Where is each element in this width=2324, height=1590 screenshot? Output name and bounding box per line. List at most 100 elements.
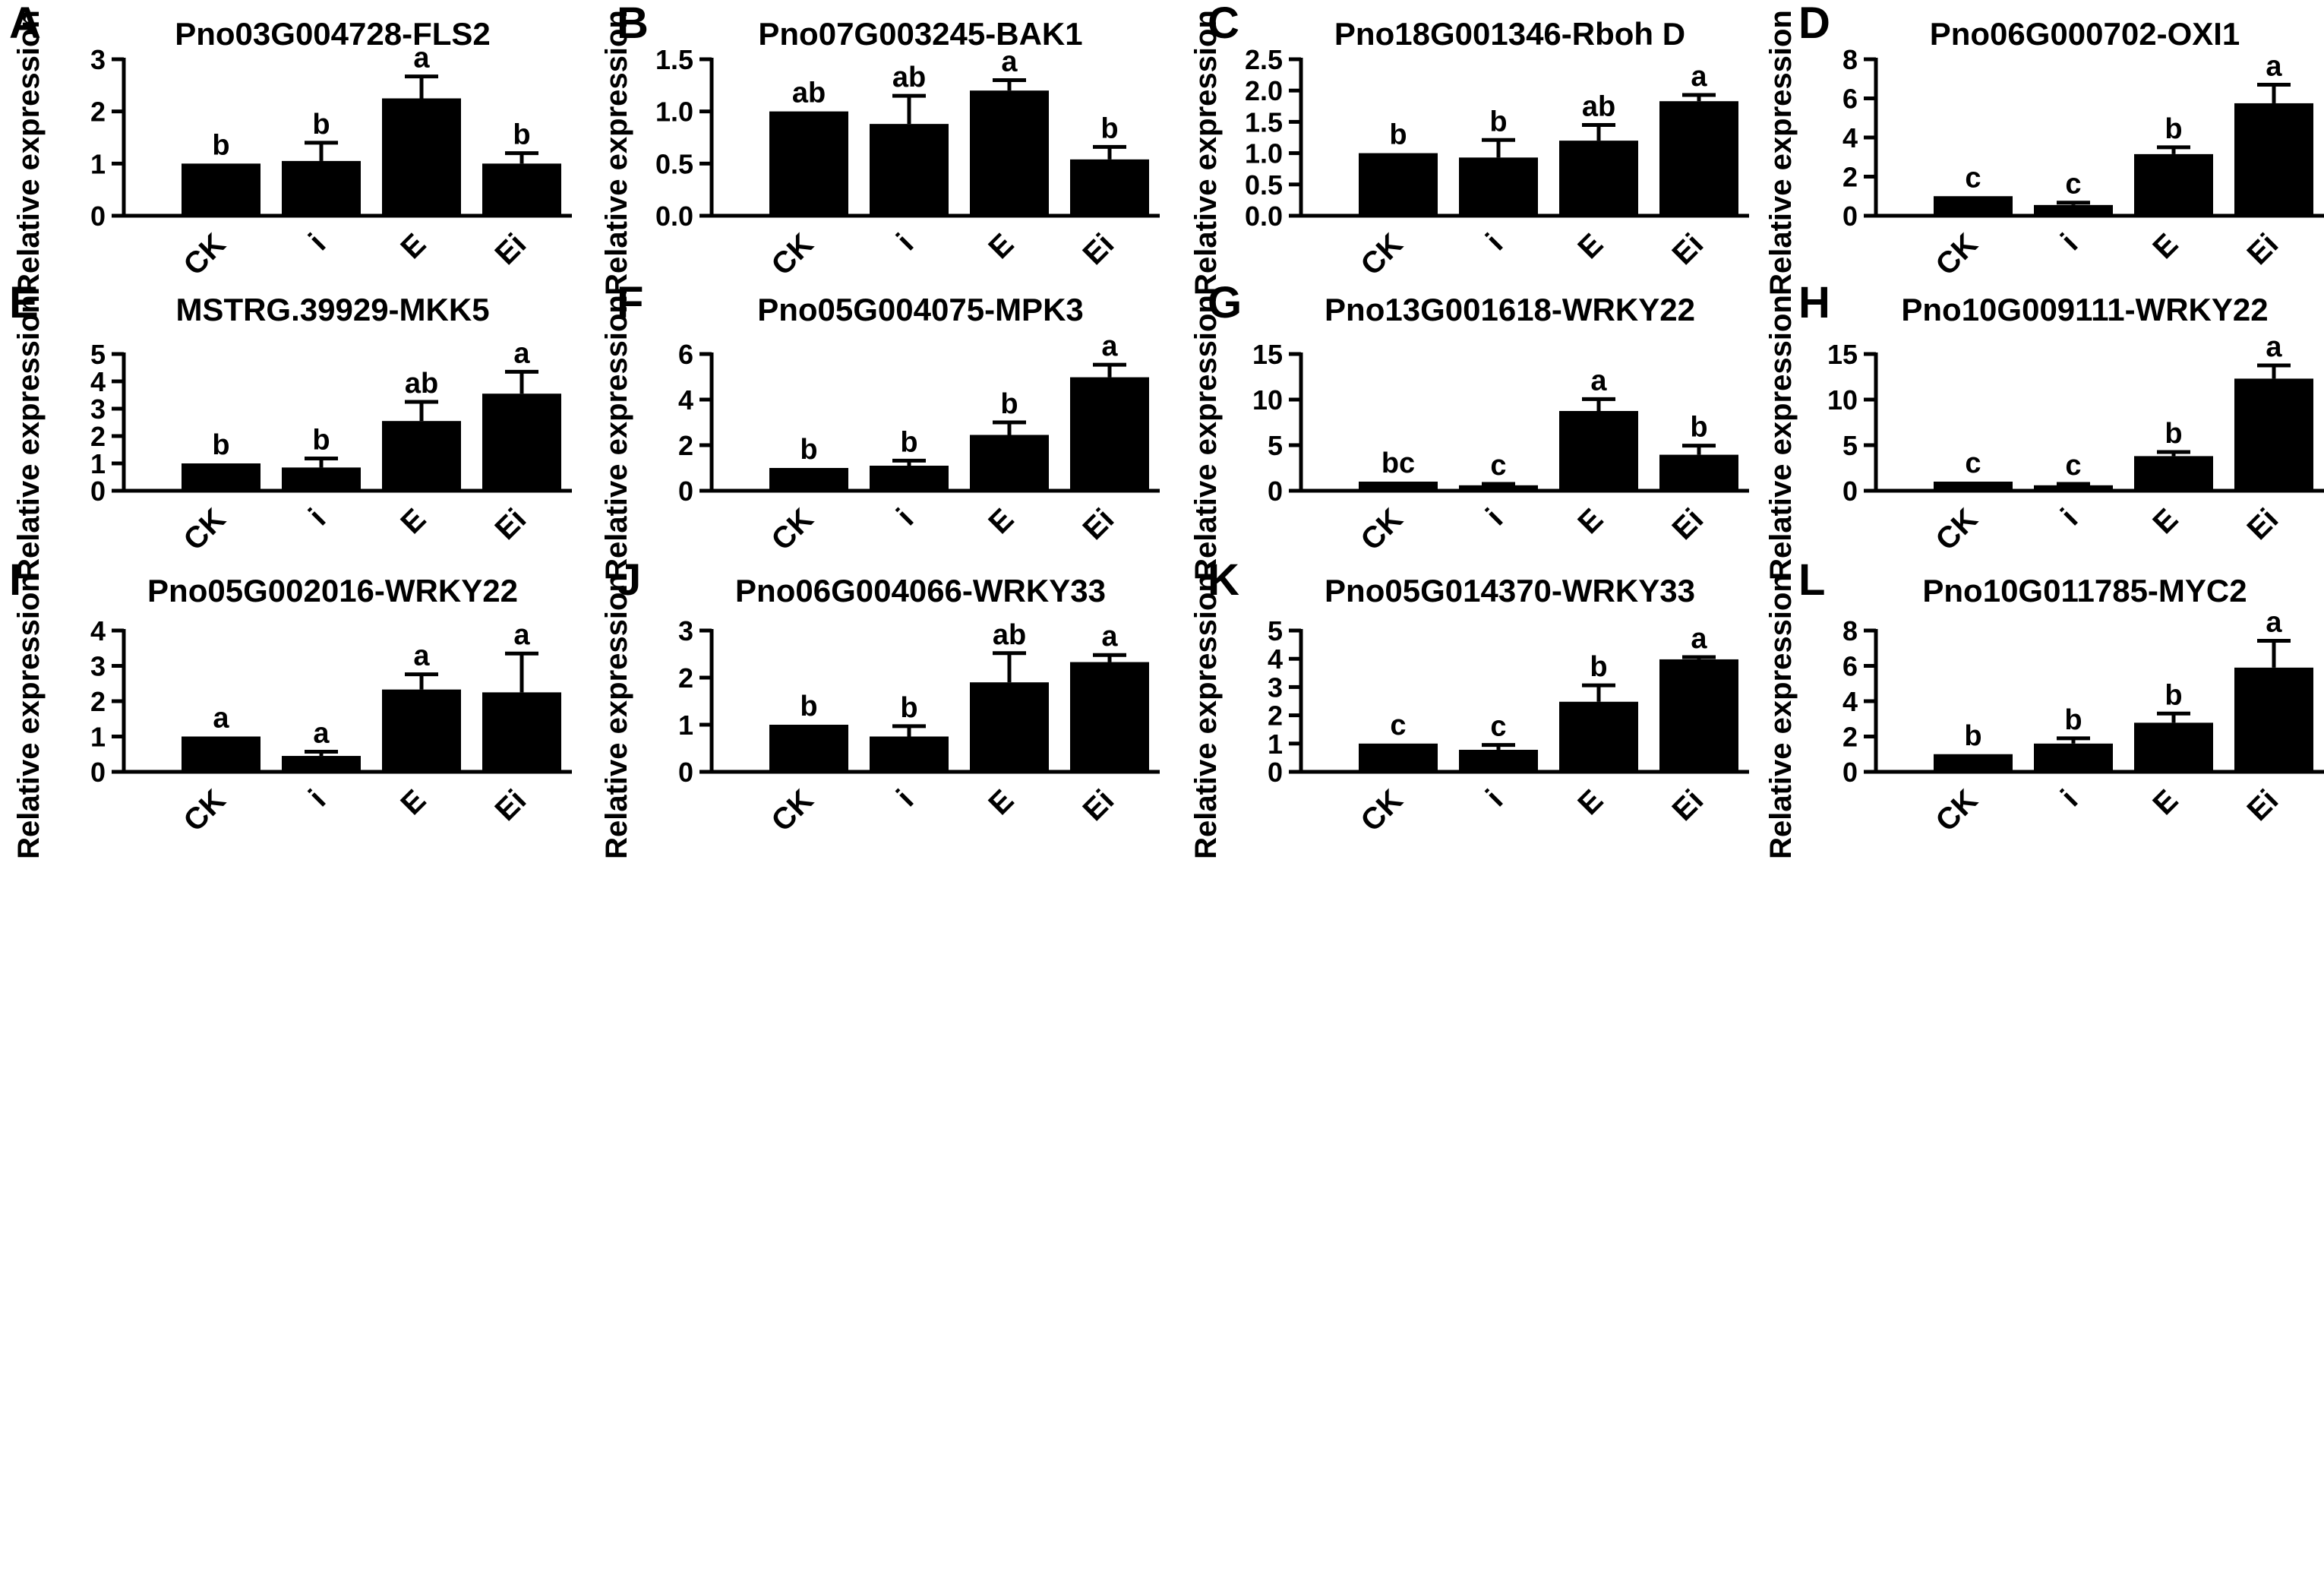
significance-letter: a xyxy=(213,703,229,735)
bar-ei xyxy=(482,692,561,772)
significance-letter: ab xyxy=(1582,91,1615,123)
panel-b: B Pno07G003245-BAK1 Relative expression 0.0… xyxy=(600,0,1160,296)
y-tick-label: 5 xyxy=(1268,615,1283,646)
x-tick-label: CK xyxy=(1929,783,1984,838)
significance-letter: a xyxy=(1101,330,1118,362)
bar-i xyxy=(1459,749,1538,772)
y-tick-label: 0 xyxy=(90,201,106,232)
y-tick-label: 0.0 xyxy=(1245,201,1283,232)
significance-letter: b xyxy=(900,426,917,458)
panel-a: A Pno03G004728-FLS2 Relative expression 0 1 2… xyxy=(9,0,572,296)
x-tick-label: CK xyxy=(765,227,819,282)
panel-c: C Pno18G001346-Rboh D Relative expression 0… xyxy=(1189,0,1749,296)
significance-letter: a xyxy=(2266,606,2282,638)
y-tick-label: 4 xyxy=(1268,643,1283,675)
y-tick-label: 1.0 xyxy=(655,96,693,128)
y-tick-label: 0 xyxy=(1842,476,1858,507)
x-tick-label: E xyxy=(2146,502,2184,540)
panel-f: F Pno05G004075-MPK3 Relative expression 0 2 4… xyxy=(600,278,1160,580)
bar-ei xyxy=(2234,103,2313,216)
panel-letter: K xyxy=(1208,555,1239,605)
bar-ei xyxy=(2234,378,2313,491)
y-axis-label: Relative expression xyxy=(600,295,633,580)
bar-i xyxy=(1459,485,1538,491)
x-tick-label: E xyxy=(1571,783,1609,821)
y-tick-label: 0 xyxy=(1842,757,1858,788)
y-tick-label: 3 xyxy=(90,651,106,682)
bar-i xyxy=(870,736,949,772)
x-tick-label: Ei xyxy=(489,502,533,546)
bar-ck xyxy=(1359,153,1438,216)
y-tick-label: 0 xyxy=(678,757,693,788)
panel-title: Pno05G002016-WRKY22 xyxy=(147,573,518,608)
x-tick-label: E xyxy=(982,227,1020,265)
x-tick-label: CK xyxy=(1354,502,1409,557)
significance-letter: bc xyxy=(1381,447,1415,479)
bar-ck xyxy=(1934,754,2013,772)
y-tick-label: 0 xyxy=(90,757,106,788)
bar-i xyxy=(282,467,361,491)
y-tick-label: 4 xyxy=(90,366,106,397)
y-tick-label: 2 xyxy=(90,96,106,128)
y-tick-label: 8 xyxy=(1842,44,1858,75)
significance-letter: a xyxy=(413,43,430,74)
bar-e xyxy=(970,435,1049,491)
significance-letter: a xyxy=(313,717,330,749)
significance-letter: ab xyxy=(993,619,1026,651)
y-tick-label: 0 xyxy=(1268,476,1283,507)
x-tick-label: Ei xyxy=(489,227,533,271)
x-tick-label: Ei xyxy=(1666,227,1710,271)
x-tick-label: E xyxy=(1571,502,1609,540)
y-tick-label: 2 xyxy=(678,430,693,461)
y-axis-label: Relative expression xyxy=(1764,295,1798,580)
bar-ck xyxy=(769,725,848,772)
y-tick-label: 6 xyxy=(1842,84,1858,115)
panel-title: Pno10G011785-MYC2 xyxy=(1922,573,2247,608)
y-tick-label: 3 xyxy=(90,44,106,75)
y-axis-label: Relative expression xyxy=(1764,10,1798,296)
x-tick-label: i xyxy=(2054,783,2084,813)
bar-ei xyxy=(1070,377,1149,491)
bar-i xyxy=(282,756,361,772)
y-tick-label: 2.5 xyxy=(1245,44,1283,75)
bar-e xyxy=(970,682,1049,772)
bar-e xyxy=(1559,701,1638,772)
y-tick-label: 0 xyxy=(678,476,693,507)
x-tick-label: E xyxy=(394,783,432,821)
significance-letter: b xyxy=(900,692,917,724)
x-tick-label: i xyxy=(1479,227,1509,257)
panel-i: I Pno05G002016-WRKY22 Relative expression 0… xyxy=(9,555,572,859)
y-tick-label: 2 xyxy=(1842,722,1858,753)
y-tick-label: 4 xyxy=(1842,122,1858,153)
significance-letter: a xyxy=(1691,623,1707,655)
panel-title: Pno06G004066-WRKY33 xyxy=(735,573,1106,608)
significance-letter: a xyxy=(513,337,530,369)
significance-letter: b xyxy=(312,425,330,457)
significance-letter: b xyxy=(2165,113,2182,145)
bar-i xyxy=(870,124,949,216)
significance-letter: a xyxy=(1001,46,1018,77)
bar-ei xyxy=(1659,454,1738,491)
y-tick-label: 10 xyxy=(1252,384,1283,416)
bar-e xyxy=(1559,141,1638,216)
panel-letter: C xyxy=(1208,0,1239,48)
significance-letter: b xyxy=(2064,704,2082,736)
significance-letter: b xyxy=(2165,418,2182,450)
bar-e xyxy=(2134,456,2213,491)
x-tick-label: i xyxy=(2054,227,2084,257)
y-tick-label: 0 xyxy=(90,476,106,507)
y-tick-label: 2.0 xyxy=(1245,75,1283,106)
panel-letter: D xyxy=(1798,0,1830,48)
y-tick-label: 5 xyxy=(90,339,106,370)
y-tick-label: 2 xyxy=(1842,162,1858,193)
significance-letter: b xyxy=(2165,679,2182,711)
significance-letter: c xyxy=(2065,450,2081,482)
panel-letter: F xyxy=(617,278,643,327)
panel-letter: J xyxy=(617,555,641,605)
y-tick-label: 4 xyxy=(1842,686,1858,717)
x-tick-label: CK xyxy=(1929,227,1984,282)
panel-h: H Pno10G009111-WRKY22 Relative expression 0… xyxy=(1764,278,2324,580)
bar-ei xyxy=(482,394,561,491)
y-axis-label: Relative expression xyxy=(1189,10,1223,296)
